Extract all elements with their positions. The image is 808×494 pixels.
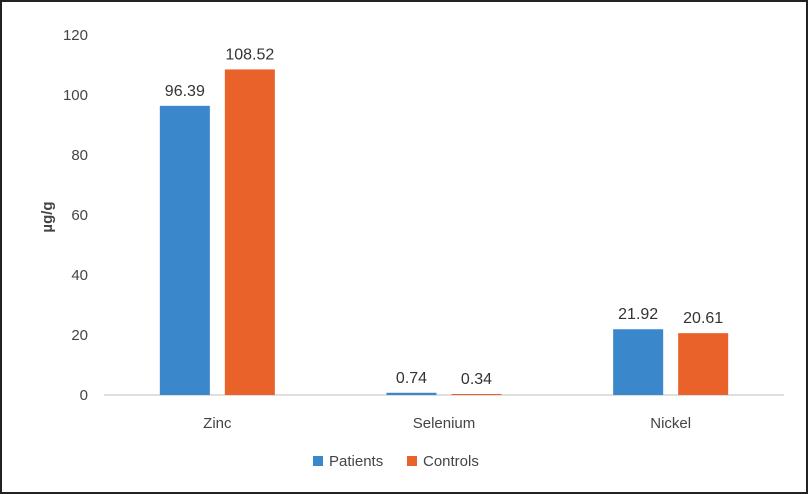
legend-swatch-controls (407, 456, 417, 466)
category-labels: Zinc Selenium Nickel (203, 415, 691, 432)
data-label: 108.52 (225, 46, 274, 63)
y-tick-label: 0 (80, 387, 88, 404)
data-label: 0.34 (461, 371, 492, 388)
bar-patients-zinc (159, 105, 210, 395)
legend-label-controls: Controls (423, 453, 479, 470)
bar-patients-selenium (386, 392, 437, 395)
bars (159, 69, 729, 395)
y-tick-label: 20 (71, 327, 88, 344)
bar-controls-nickel (678, 333, 729, 395)
data-label: 0.74 (396, 370, 427, 387)
data-label: 96.39 (165, 83, 205, 100)
category-label: Selenium (413, 415, 476, 432)
y-tick-label: 120 (63, 27, 88, 44)
bar-patients-nickel (613, 329, 664, 395)
data-label: 20.61 (683, 310, 723, 327)
data-labels: 96.39 108.52 0.74 0.34 21.92 20.61 (165, 46, 723, 388)
bar-controls-selenium (451, 393, 502, 395)
y-tick-label: 60 (71, 207, 88, 224)
legend-swatch-patients (313, 456, 323, 466)
legend: Patients Controls (313, 453, 479, 470)
y-tick-labels: 0 20 40 60 80 100 120 (63, 27, 88, 404)
bar-controls-zinc (224, 69, 275, 395)
legend-label-patients: Patients (329, 453, 383, 470)
category-label: Zinc (203, 415, 232, 432)
data-label: 21.92 (618, 306, 658, 323)
y-tick-label: 40 (71, 267, 88, 284)
y-axis-label: µg/g (39, 201, 56, 232)
y-tick-label: 100 (63, 87, 88, 104)
category-label: Nickel (650, 415, 691, 432)
y-tick-label: 80 (71, 147, 88, 164)
